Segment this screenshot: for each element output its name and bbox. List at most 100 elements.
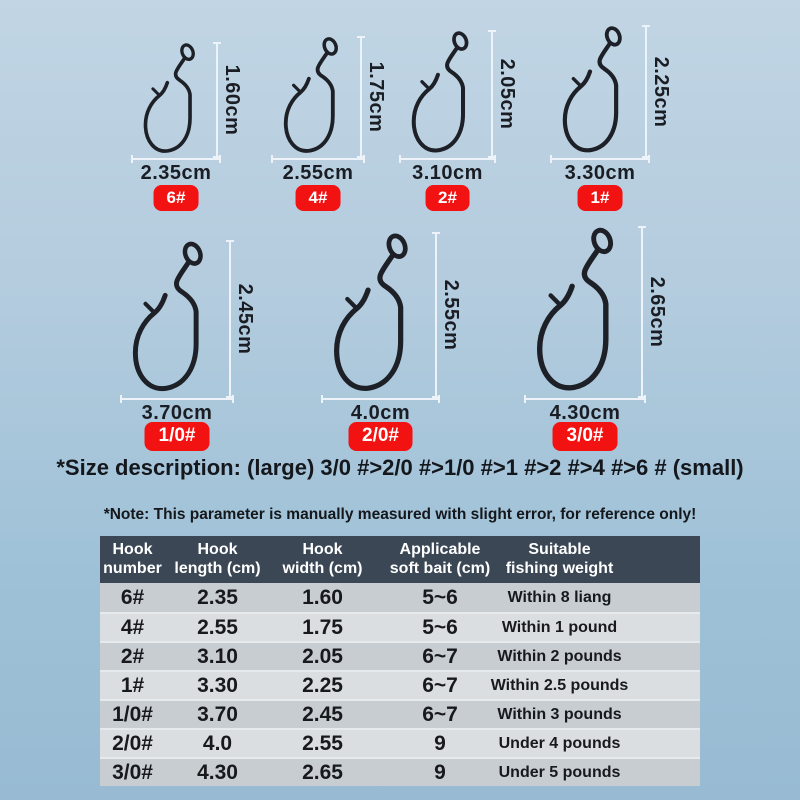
cell-hook-width: 2.45 (302, 702, 343, 726)
header-line: Suitable (528, 541, 591, 559)
width-dimension-line (321, 395, 440, 403)
cell-hook-width: 2.55 (302, 731, 343, 755)
hook-figure-3-0: 2.65cm 4.30cm 3/0# (524, 226, 668, 451)
cell-hook-length: 2.55 (197, 615, 238, 639)
fishing-hook-icon (132, 240, 222, 398)
hook-figure-1: 2.25cm 3.30cm 1# (550, 25, 672, 211)
hook-figure-1-0: 2.45cm 3.70cm 1/0# (120, 240, 256, 451)
header-line: width (cm) (282, 559, 363, 577)
hook-figure-4: 1.75cm 2.55cm 4# (271, 36, 387, 211)
spec-table-header: Hook number Hook length (cm) Hook width … (100, 536, 700, 583)
fishing-hook-icon (411, 30, 484, 158)
cell-hook-width: 1.75 (302, 615, 343, 639)
header-line: Hook (302, 541, 343, 559)
cell-hook-number: 1# (120, 673, 145, 697)
hook-height-label: 1.75cm (365, 61, 387, 133)
cell-hook-length: 4.30 (197, 760, 238, 784)
cell-soft-bait: 5~6 (422, 585, 458, 609)
cell-hook-number: 4# (120, 615, 145, 639)
hook-size-badge: 2/0# (348, 422, 413, 451)
header-hook-length: Hook length (cm) (165, 536, 270, 583)
fishing-hook-icon (333, 232, 428, 398)
cell-fishing-weight: Within 2.5 pounds (490, 676, 629, 694)
hook-height-label: 2.25cm (650, 56, 672, 127)
cell-hook-number: 1/0# (112, 702, 153, 726)
table-row: 3/0# 4.30 2.65 9 Under 5 pounds (100, 757, 700, 786)
table-row: 2# 3.10 2.05 6~7 Within 2 pounds (100, 641, 700, 670)
cell-hook-width: 1.60 (302, 585, 343, 609)
cell-fishing-weight: Under 4 pounds (498, 734, 621, 752)
cell-hook-number: 2# (120, 644, 145, 668)
spec-table-body: 6# 2.35 1.60 5~6 Within 8 liang 4# 2.55 … (100, 583, 700, 786)
cell-hook-width: 2.05 (302, 644, 343, 668)
hook-figure-6: 1.60cm 2.35cm 6# (131, 42, 243, 211)
header-fishing-weight: Suitable fishing weight (505, 536, 700, 583)
width-dimension-line (120, 395, 234, 403)
cell-fishing-weight: Within 8 liang (507, 588, 612, 606)
hook-width-label: 3.70cm (141, 402, 213, 424)
hook-figure-2: 2.05cm 3.10cm 2# (399, 30, 518, 211)
spec-table: Hook number Hook length (cm) Hook width … (100, 536, 700, 786)
hook-figure-2-0: 2.55cm 4.0cm 2/0# (321, 232, 462, 451)
cell-fishing-weight: Within 3 pounds (497, 705, 622, 723)
cell-soft-bait: 6~7 (422, 644, 458, 668)
fishing-hook-icon (143, 42, 209, 158)
header-hook-number: Hook number (100, 536, 165, 583)
cell-hook-length: 4.0 (202, 731, 233, 755)
hook-width-label: 3.30cm (564, 162, 636, 184)
hook-size-badge: 6# (153, 185, 199, 211)
width-dimension-line (550, 155, 650, 163)
hook-height-label: 2.45cm (234, 283, 256, 355)
cell-soft-bait: 5~6 (422, 615, 458, 639)
header-line: length (cm) (174, 559, 261, 577)
size-description-text: *Size description: (large) 3/0 #>2/0 #>1… (56, 455, 744, 480)
cell-soft-bait: 6~7 (422, 673, 458, 697)
hook-height-label: 2.55cm (440, 279, 462, 351)
cell-soft-bait: 6~7 (422, 702, 458, 726)
header-line: number (103, 559, 162, 577)
height-dimension-line (642, 25, 650, 158)
hook-height-label: 2.05cm (496, 58, 518, 130)
hook-size-badge: 1# (577, 185, 623, 211)
hook-size-badge: 1/0# (144, 422, 210, 451)
width-dimension-line (524, 395, 646, 403)
width-dimension-line (131, 155, 221, 163)
table-row: 4# 2.55 1.75 5~6 Within 1 pound (100, 612, 700, 641)
header-line: Hook (197, 541, 238, 559)
cell-fishing-weight: Under 5 pounds (498, 763, 621, 781)
header-line: soft bait (cm) (389, 559, 491, 577)
cell-hook-width: 2.25 (302, 673, 343, 697)
cell-soft-bait: 9 (434, 731, 446, 755)
hook-height-label: 1.60cm (221, 64, 243, 136)
cell-soft-bait: 9 (434, 760, 446, 784)
cell-hook-length: 2.35 (197, 585, 238, 609)
cell-fishing-weight: Within 1 pound (501, 618, 618, 636)
hook-size-badge: 3/0# (552, 422, 618, 451)
cell-hook-length: 3.70 (197, 702, 238, 726)
hook-size-badge: 2# (425, 185, 470, 211)
cell-hook-number: 6# (120, 585, 145, 609)
cell-hook-length: 3.10 (197, 644, 238, 668)
height-dimension-line (357, 36, 365, 158)
cell-hook-length: 3.30 (197, 673, 238, 697)
hook-width-label: 2.55cm (282, 162, 354, 184)
height-dimension-line (488, 30, 496, 158)
height-dimension-line (432, 232, 440, 398)
table-row: 6# 2.35 1.60 5~6 Within 8 liang (100, 583, 700, 612)
hook-size-badge: 4# (295, 185, 341, 211)
header-line: Applicable (399, 541, 481, 559)
cell-hook-width: 2.65 (302, 760, 343, 784)
cell-hook-number: 2/0# (112, 731, 153, 755)
cell-hook-number: 3/0# (112, 760, 153, 784)
fishing-hook-icon (562, 25, 638, 158)
width-dimension-line (399, 155, 496, 163)
cell-fishing-weight: Within 2 pounds (497, 647, 622, 665)
header-line: Hook (112, 541, 153, 559)
hook-width-label: 4.30cm (549, 402, 621, 424)
hook-width-label: 4.0cm (350, 402, 411, 424)
table-row: 1/0# 3.70 2.45 6~7 Within 3 pounds (100, 699, 700, 728)
note-text: *Note: This parameter is manually measur… (103, 506, 697, 523)
header-hook-width: Hook width (cm) (270, 536, 375, 583)
width-dimension-line (271, 155, 365, 163)
